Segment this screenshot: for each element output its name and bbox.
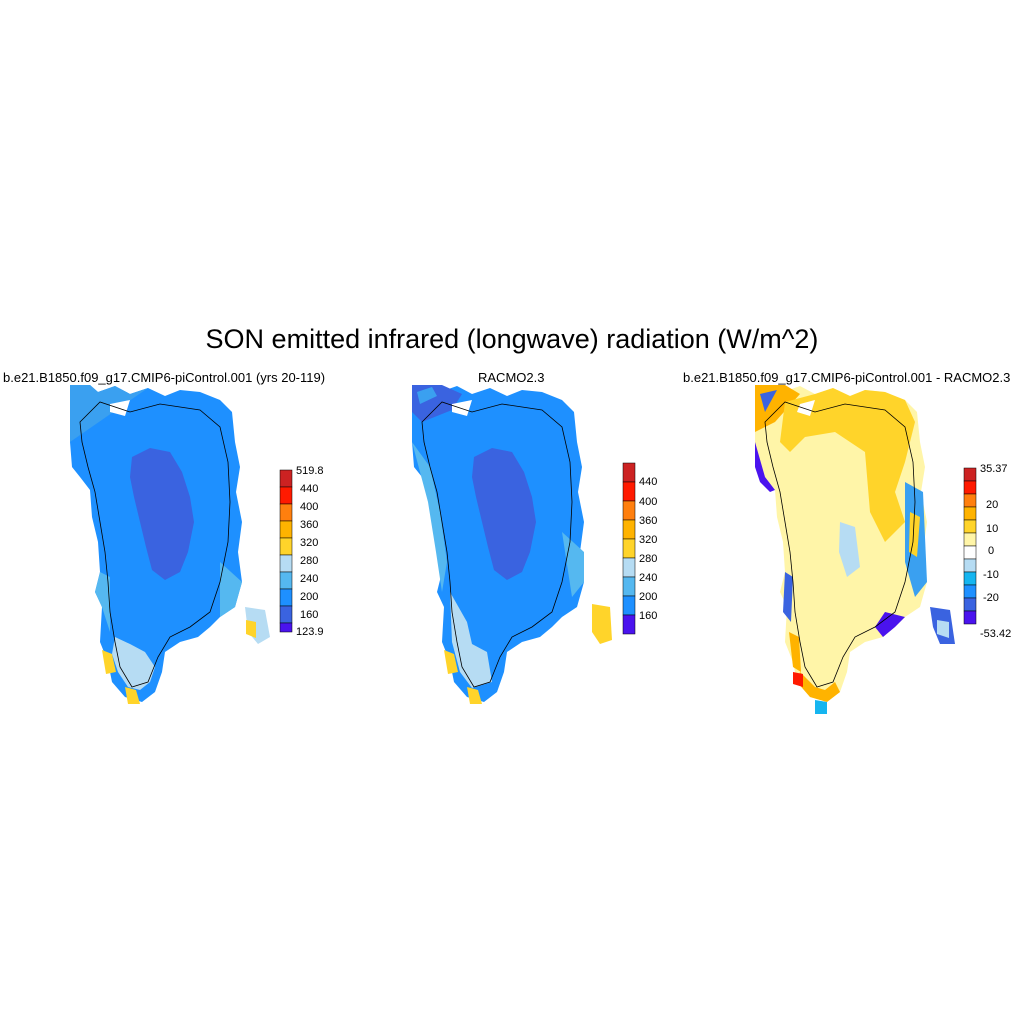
colorbar-label: 200 — [639, 591, 657, 603]
panel-title-model: b.e21.B1850.f09_g17.CMIP6-piControl.001 … — [3, 370, 326, 385]
colorbar-label: 519.8 — [296, 465, 324, 477]
colorbar-label: 320 — [300, 537, 318, 549]
colorbar-label: -20 — [983, 592, 999, 604]
colorbar-label: 240 — [300, 573, 318, 585]
map-panel-model: 519.8 440 400 360 320 280 240 200 160 12… — [70, 385, 324, 704]
colorbar-label: 35.37 — [980, 463, 1008, 475]
colorbar-label: 320 — [639, 534, 657, 546]
colorbar-label: 360 — [639, 515, 657, 527]
colorbar-label: 10 — [986, 523, 998, 535]
colorbar-label: 360 — [300, 519, 318, 531]
colorbar-label: 400 — [300, 501, 318, 513]
colorbar-label: 0 — [988, 545, 994, 557]
colorbar-label: 20 — [986, 499, 998, 511]
colorbar-label: 440 — [639, 476, 657, 488]
colorbar-label: 200 — [300, 591, 318, 603]
map-panel-difference: 35.37 20 10 0 -10 -20 -53.42 — [755, 385, 1011, 714]
colorbar-label: 160 — [639, 610, 657, 622]
colorbar-label: -53.42 — [980, 628, 1011, 640]
colorbar-label: 160 — [300, 609, 318, 621]
figure-title: SON emitted infrared (longwave) radiatio… — [205, 324, 819, 354]
colorbar-label: 123.9 — [296, 626, 324, 638]
colorbar-label: 440 — [300, 483, 318, 495]
colorbar-label: 280 — [300, 555, 318, 567]
colorbar-label: 400 — [639, 496, 657, 508]
colorbar-difference: 35.37 20 10 0 -10 -20 -53.42 — [963, 463, 1011, 640]
panel-title-difference: b.e21.B1850.f09_g17.CMIP6-piControl.001 … — [683, 370, 1011, 385]
colorbar-label: 240 — [639, 572, 657, 584]
map-panel-racmo: 440 400 360 320 280 240 200 160 — [412, 385, 657, 704]
colorbar-label: -10 — [983, 569, 999, 581]
panel-title-racmo: RACMO2.3 — [478, 370, 545, 385]
map-figure: 519.8 440 400 360 320 280 240 200 160 12… — [70, 385, 1011, 714]
colorbar-model: 519.8 440 400 360 320 280 240 200 160 12… — [279, 465, 324, 638]
colorbar-label: 280 — [639, 553, 657, 565]
colorbar-racmo: 440 400 360 320 280 240 200 160 — [622, 462, 657, 635]
